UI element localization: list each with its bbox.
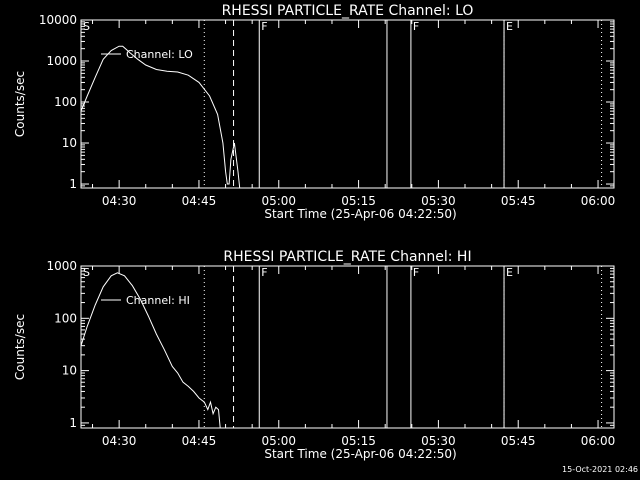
panel1-x-tick-label: 06:00 <box>581 194 616 208</box>
panel2-event-marker-label: E <box>506 266 513 279</box>
panel1-event-marker-label: F <box>413 20 419 33</box>
panel1-y-tick-label: 10 <box>62 136 77 150</box>
panel2-x-tick-label: 06:00 <box>581 434 616 448</box>
panel2-y-tick-label: 10 <box>62 364 77 378</box>
panel2-legend-label: Channel: HI <box>126 294 190 307</box>
panel2-title: RHESSI PARTICLE_RATE Channel: HI <box>223 249 471 265</box>
panel2-x-tick-label: 04:30 <box>102 434 137 448</box>
panel2-x-tick-label: 05:30 <box>421 434 456 448</box>
panel1-plot-frame <box>80 19 615 189</box>
panel2-plot-frame <box>80 265 615 429</box>
panel2-y-tick-label: 1 <box>69 416 77 430</box>
panel1-x-tick-label: 05:00 <box>261 194 296 208</box>
footer-timestamp: 15-Oct-2021 02:46 <box>562 465 638 474</box>
panel1-y-tick-label: 1 <box>69 177 77 191</box>
panel1-event-marker-label: F <box>261 20 267 33</box>
panel1-x-tick-label: 04:30 <box>102 194 137 208</box>
panel1-event-marker-label: S <box>83 20 90 33</box>
panel2-event-marker-label: S <box>83 266 90 279</box>
panel2-y-tick-label: 1000 <box>46 259 77 273</box>
panel1-x-axis-label: Start Time (25-Apr-06 04:22:50) <box>264 207 456 221</box>
panel2-event-marker-label: F <box>261 266 267 279</box>
panel2-x-tick-label: 04:45 <box>182 434 217 448</box>
panel2-x-axis-label: Start Time (25-Apr-06 04:22:50) <box>264 447 456 461</box>
panel1-series-line <box>80 45 241 189</box>
panel1-y-tick-label: 10000 <box>39 13 77 27</box>
panel2-x-tick-label: 05:45 <box>501 434 536 448</box>
panel2-event-marker-label: F <box>413 266 419 279</box>
panel1-x-tick-label: 04:45 <box>182 194 217 208</box>
panel1-x-tick-label: 05:15 <box>341 194 376 208</box>
panel1-title: RHESSI PARTICLE_RATE Channel: LO <box>222 3 474 19</box>
panel1-x-tick-label: 05:45 <box>501 194 536 208</box>
panel1-x-tick-label: 05:30 <box>421 194 456 208</box>
panel2-y-axis-label: Counts/sec <box>13 314 27 380</box>
panel2-x-tick-label: 05:00 <box>261 434 296 448</box>
panel2-y-tick-label: 100 <box>54 311 77 325</box>
panel1-y-tick-label: 1000 <box>46 54 77 68</box>
panel1-event-marker-label: E <box>506 20 513 33</box>
panel1-legend-label: Channel: LO <box>126 48 193 61</box>
panel2-x-tick-label: 05:15 <box>341 434 376 448</box>
panel1-y-tick-label: 100 <box>54 95 77 109</box>
panel1-y-axis-label: Counts/sec <box>13 71 27 137</box>
panel2-series-line <box>80 272 221 429</box>
